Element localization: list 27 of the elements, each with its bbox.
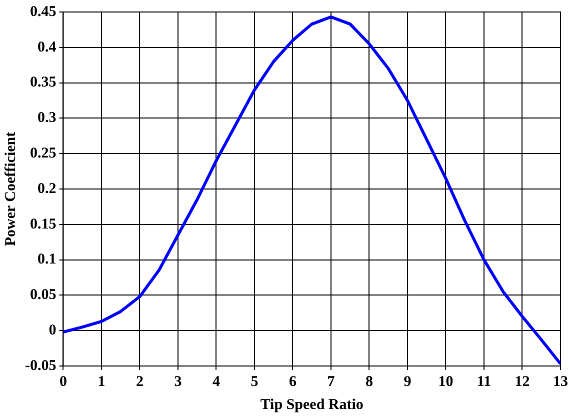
x-tick-label: 9 [404,374,412,390]
y-tick-label: 0.35 [30,74,56,91]
y-tick-label: -0.05 [24,358,56,374]
y-tick-label: 0.2 [37,180,56,197]
x-tick-label: 8 [366,374,373,390]
y-tick-label: 0.15 [30,216,56,232]
y-tick-label: 0.4 [37,39,57,56]
y-tick-label: 0.05 [30,287,56,304]
x-tick-label: 5 [250,374,258,390]
x-tick-label: 4 [212,374,220,390]
x-tick-label: 3 [174,374,182,390]
x-axis-title: Tip Speed Ratio [260,396,364,413]
y-tick-label: 0 [48,322,56,338]
x-tick-label: 0 [59,374,67,390]
y-axis-title: Power Coefficient [2,132,19,246]
x-tick-label: 6 [288,374,297,390]
y-tick-label: 0.3 [37,110,56,126]
y-tick-label: 0.1 [37,252,56,268]
x-tick-label: 11 [476,374,492,390]
x-tick-label: 10 [438,374,454,390]
x-tick-label: 7 [327,374,336,390]
x-tick-label: 1 [98,374,106,390]
x-tick-label: 13 [553,374,568,390]
y-tick-label: 0.25 [30,145,56,162]
y-tick-label: 0.45 [30,4,56,20]
x-tick-label: 12 [514,374,530,390]
x-tick-label: 2 [136,374,144,390]
